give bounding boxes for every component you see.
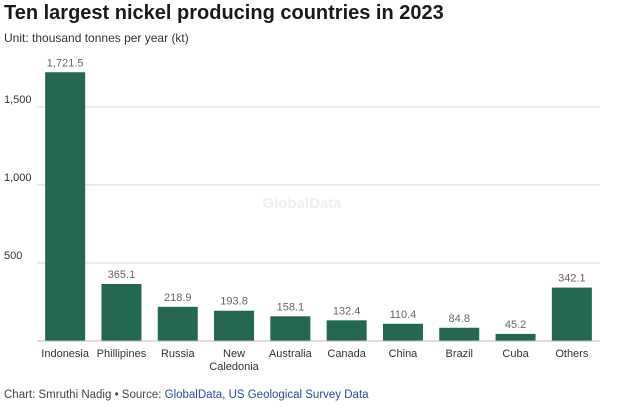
source-link-usgs[interactable]: US Geological Survey Data — [228, 389, 369, 401]
bar-others — [551, 287, 592, 341]
x-tick-label: Canada — [327, 348, 366, 360]
axes: 500 1,000 1,500 Indonesia Phillipines Russia N… — [4, 94, 600, 373]
bar-new-caledonia — [214, 310, 255, 341]
footer-separator: , — [222, 389, 229, 401]
x-tick-label: Brazil — [445, 348, 473, 360]
value-label: 45.2 — [505, 319, 526, 331]
value-label: 132.4 — [333, 305, 361, 317]
value-label: 1,721.5 — [47, 57, 84, 69]
bar-phillipines — [101, 284, 142, 341]
chart-footer: Chart: Smruthi Nadig • Source: GlobalDat… — [4, 389, 369, 401]
x-tick-label: China — [389, 348, 419, 360]
bar-australia — [270, 316, 311, 341]
x-tick-label: Caledonia — [209, 361, 259, 373]
bar-canada — [326, 320, 367, 341]
x-tick-label: Australia — [269, 348, 313, 360]
value-label: 365.1 — [108, 269, 136, 281]
value-labels: 1,721.5 365.1 218.9 193.8 158.1 132.4 110.4 84.… — [47, 57, 586, 331]
bar-brazil — [439, 327, 480, 341]
gridlines — [37, 106, 600, 264]
y-tick-label: 1,500 — [4, 94, 32, 106]
x-tick-label: Indonesia — [41, 348, 90, 360]
value-label: 110.4 — [390, 309, 417, 321]
x-tick-label: Russia — [161, 348, 196, 360]
x-tick-label: Cuba — [502, 348, 529, 360]
x-tick-label: New — [223, 348, 245, 360]
value-label: 218.9 — [164, 292, 192, 304]
y-tick-label: 500 — [4, 250, 22, 262]
value-label: 193.8 — [220, 296, 248, 308]
chart-subtitle: Unit: thousand tonnes per year (kt) — [4, 31, 189, 45]
bar-russia — [157, 306, 198, 341]
bar-cuba — [495, 333, 536, 341]
x-tick-label: Phillipines — [97, 348, 147, 360]
source-link-globaldata[interactable]: GlobalData — [164, 389, 223, 401]
y-tick-label: 1,000 — [4, 172, 32, 184]
value-label: 158.1 — [277, 301, 305, 313]
x-tick-label: Others — [555, 348, 589, 360]
footer-credit: Chart: Smruthi Nadig • Source: — [4, 389, 165, 401]
watermark-logo: GlobalData — [262, 195, 342, 212]
value-label: 342.1 — [558, 273, 586, 285]
value-label: 84.8 — [449, 313, 470, 325]
chart-title: Ten largest nickel producing countries i… — [4, 2, 444, 24]
bars — [45, 72, 592, 341]
bar-china — [382, 323, 423, 341]
bar-indonesia — [45, 72, 86, 341]
